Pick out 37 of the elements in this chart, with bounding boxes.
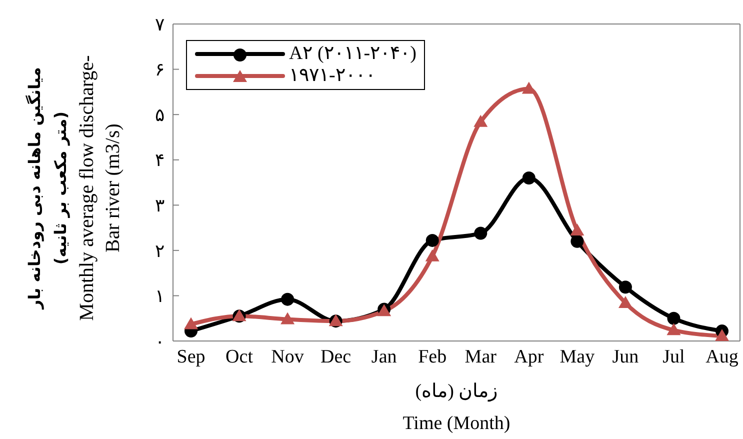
x-tick-label: May — [560, 346, 596, 368]
legend-label: A۲ (۲۰۱۱-۲۰۴۰) — [289, 43, 416, 65]
y-tick-label: ۰ — [155, 331, 165, 352]
x-tick-label: Dec — [320, 346, 352, 368]
x-tick-label: Feb — [418, 346, 447, 368]
x-tick-label: Aug — [706, 346, 739, 368]
x-tick-label: Jul — [662, 346, 685, 368]
point — [618, 296, 632, 308]
point — [280, 312, 295, 324]
x-tick-label: Jun — [612, 346, 640, 368]
y-tick-label: ۳ — [155, 196, 165, 216]
point — [474, 226, 488, 240]
y-tick-label: ۶ — [155, 60, 165, 80]
point — [666, 323, 681, 336]
x-tick-label: Mar — [464, 346, 498, 368]
point — [425, 249, 440, 262]
y-tick-label: ۴ — [155, 150, 165, 170]
y-tick-label: ۵ — [155, 104, 165, 125]
y-tick-label: ۱ — [155, 286, 165, 306]
point — [715, 329, 729, 341]
x-tick-label: Jan — [371, 346, 398, 368]
point — [184, 317, 198, 330]
point — [426, 234, 439, 247]
x-tick-label: Nov — [271, 346, 304, 368]
point — [570, 224, 584, 236]
y-tick-label: ۷ — [155, 14, 165, 34]
point — [570, 234, 584, 248]
point — [667, 312, 680, 325]
point — [474, 114, 488, 127]
point — [281, 292, 294, 306]
legend-label: ۱۹۷۱-۲۰۰۰ — [289, 65, 376, 87]
y-tick-label: ۲ — [155, 240, 165, 261]
x-tick-label: Sep — [176, 346, 206, 368]
point — [522, 171, 536, 184]
x-tick-label: Apr — [514, 346, 544, 368]
x-tick-label: Oct — [226, 346, 254, 368]
point — [618, 280, 632, 294]
